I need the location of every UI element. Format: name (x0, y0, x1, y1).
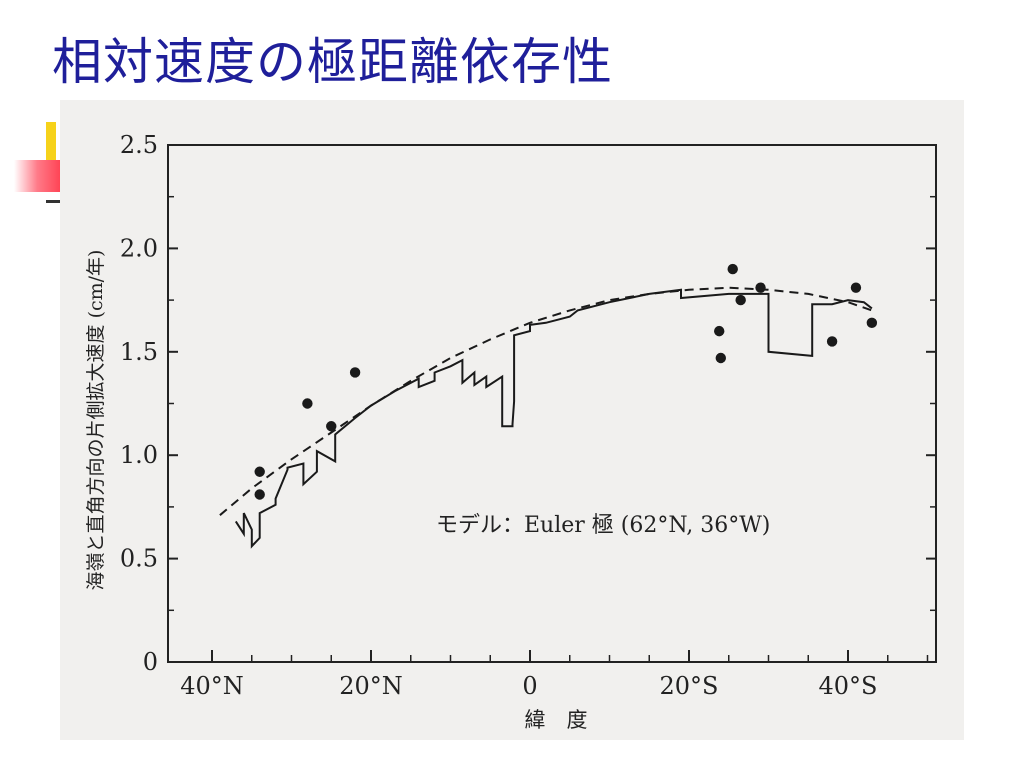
data-series (219, 263, 878, 549)
y-tick-label: 1.5 (120, 338, 158, 366)
data-point (866, 317, 878, 329)
data-point (727, 263, 738, 275)
slide-title: 相対速度の極距離依存性 (52, 33, 613, 91)
x-tick-label: 0 (522, 672, 537, 700)
model-annotation: モデル：Euler 極 (62°N, 36°W) (436, 513, 770, 538)
data-point (714, 325, 725, 337)
data-point (850, 282, 862, 293)
figure-panel: 0 0.5 1.0 1.5 2.0 2.5 40°N 20°N 0 20°S 40°S 海嶺と直角… (60, 100, 964, 740)
y-tick-label: 0 (143, 648, 158, 676)
data-point (326, 421, 337, 432)
plot-frame (167, 144, 937, 663)
y-tick-label: 2.0 (120, 234, 158, 262)
y-ticks: 0 0.5 1.0 1.5 2.0 2.5 (120, 131, 936, 676)
data-point (254, 489, 265, 500)
x-ticks: 40°N 20°N 0 20°S 40°S (180, 650, 929, 700)
data-point (826, 336, 838, 347)
y-tick-label: 0.5 (120, 545, 158, 573)
data-point (735, 294, 746, 306)
data-point (715, 352, 726, 364)
decorative-yellow-bar (46, 122, 56, 166)
data-point (349, 367, 361, 378)
data-point (254, 466, 265, 477)
y-axis-label: 海嶺と直角方向の片側拡大速度 (cm/年) (85, 250, 107, 591)
data-point (302, 398, 313, 409)
x-tick-label: 20°S (660, 672, 719, 700)
observed-rate-line (234, 288, 873, 549)
model-curve-dashed (219, 286, 873, 516)
x-tick-label: 20°N (339, 672, 403, 700)
x-axis-label: 緯 度 (525, 708, 588, 732)
data-point (755, 282, 766, 293)
y-tick-label: 1.0 (120, 441, 158, 469)
chart: 0 0.5 1.0 1.5 2.0 2.5 40°N 20°N 0 20°S 40°S 海嶺と直角… (85, 131, 937, 732)
decorative-dash (46, 200, 60, 203)
x-tick-label: 40°S (819, 672, 878, 700)
x-tick-label: 40°N (180, 672, 244, 700)
y-tick-label: 2.5 (120, 131, 158, 159)
decorative-red-bar (14, 160, 66, 192)
